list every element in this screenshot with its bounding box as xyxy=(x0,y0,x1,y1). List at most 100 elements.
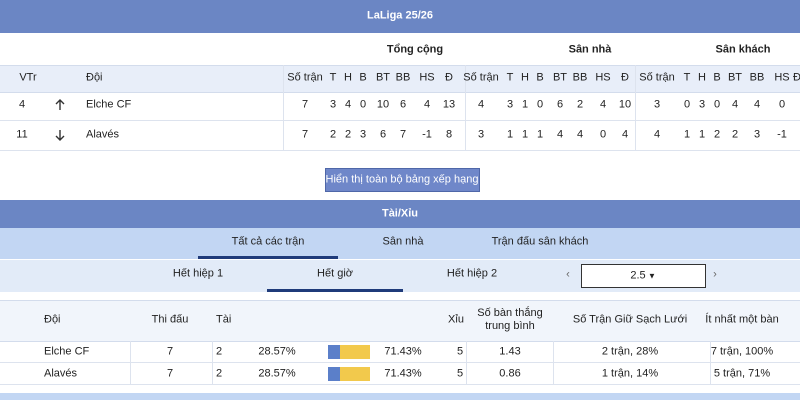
col-divider xyxy=(212,341,213,385)
stat-cell: 2 xyxy=(576,98,584,111)
under-pct: 71.43% xyxy=(384,367,422,380)
group-header: Tổng cộng xyxy=(386,43,444,56)
under-bar xyxy=(339,345,370,359)
trend-arrow xyxy=(55,99,65,110)
over-pct: 28.57% xyxy=(258,367,296,380)
col-header: Số trận xyxy=(639,71,675,84)
col-header: B xyxy=(359,71,367,84)
rank: 4 xyxy=(18,98,26,111)
stat-cell: 4 xyxy=(599,98,607,111)
under-bar xyxy=(339,367,370,381)
tab[interactable]: Tất cả các trận xyxy=(231,235,305,248)
period-tab[interactable]: Hết hiệp 2 xyxy=(446,267,498,280)
stat-cell: 6 xyxy=(379,128,387,141)
ou-header-bg xyxy=(0,300,800,342)
col-header: BT xyxy=(552,71,568,84)
stat-cell: -1 xyxy=(422,128,432,141)
col-divider xyxy=(466,341,467,385)
show-all-label[interactable]: Hiển thị toàn bộ bảng xếp hạng xyxy=(325,173,479,186)
prev-arrow[interactable]: ‹ xyxy=(566,268,570,281)
stat-cell: 8 xyxy=(445,128,453,141)
col-header: Tài xyxy=(216,313,232,326)
over-bar xyxy=(328,367,340,381)
stat-cell: 4 xyxy=(731,98,739,111)
stat-cell: 7 xyxy=(301,128,309,141)
stat-cell: 0 xyxy=(599,128,607,141)
stat-cell: 3 xyxy=(698,98,706,111)
col-header: HS xyxy=(774,71,790,84)
group-header: Sân nhà xyxy=(568,43,612,56)
section-bar xyxy=(0,200,800,228)
stat-cell: 2 xyxy=(329,128,337,141)
col-header: Số trận xyxy=(287,71,323,84)
dropdown-caret[interactable]: ▼ xyxy=(648,271,656,281)
played: 7 xyxy=(166,345,174,358)
period-underline xyxy=(267,289,403,292)
line-value[interactable]: 2.5 xyxy=(630,269,646,282)
col-header: T xyxy=(683,71,691,84)
stat-cell: 4 xyxy=(344,98,352,111)
stat-cell: 3 xyxy=(477,128,485,141)
stat-cell: -1 xyxy=(777,128,787,141)
avg-goals: 1.43 xyxy=(499,345,521,358)
stat-cell: 2 xyxy=(731,128,739,141)
section-title: Tài/Xỉu xyxy=(381,207,419,220)
played: 7 xyxy=(166,367,174,380)
stat-cell: 3 xyxy=(359,128,367,141)
col-header: HS xyxy=(595,71,611,84)
stat-cell: 2 xyxy=(713,128,721,141)
team-name: Alavés xyxy=(44,367,78,380)
col-header: T xyxy=(506,71,514,84)
stat-cell: 3 xyxy=(753,128,761,141)
over-bar xyxy=(328,345,340,359)
team-name: Alavés xyxy=(86,128,120,141)
over-count: 2 xyxy=(216,367,223,380)
tab[interactable]: Trận đấu sân khách xyxy=(491,235,589,248)
stat-cell: 1 xyxy=(521,98,529,111)
stat-cell: 13 xyxy=(442,98,456,111)
col-header: T xyxy=(329,71,337,84)
league-title: LaLiga 25/26 xyxy=(366,9,434,22)
stat-cell: 4 xyxy=(653,128,661,141)
col-header: Số Trận Giữ Sạch Lưới xyxy=(572,313,688,326)
over-pct: 28.57% xyxy=(258,345,296,358)
show-all-button[interactable] xyxy=(325,168,480,192)
stat-cell: 7 xyxy=(301,98,309,111)
col-header: BT xyxy=(727,71,743,84)
under-count: 5 xyxy=(456,367,464,380)
tab[interactable]: Sân nhà xyxy=(382,235,424,248)
next-arrow[interactable]: › xyxy=(713,268,717,281)
stat-cell: 4 xyxy=(556,128,564,141)
stat-cell: 4 xyxy=(477,98,485,111)
period-tab[interactable]: Hết hiệp 1 xyxy=(172,267,224,280)
col-header: BB xyxy=(395,71,411,84)
trend-arrow xyxy=(55,130,65,141)
col-header: BT xyxy=(375,71,391,84)
stat-cell: 4 xyxy=(576,128,584,141)
col-header: VTr xyxy=(19,71,37,84)
stat-cell: 4 xyxy=(423,98,431,111)
line-dropdown[interactable] xyxy=(581,264,706,288)
col-divider xyxy=(710,341,711,385)
stat-cell: 3 xyxy=(506,98,514,111)
stat-cell: 0 xyxy=(359,98,367,111)
col-header: H xyxy=(698,71,706,84)
period-tab[interactable]: Hết giờ xyxy=(317,267,353,280)
under-pct: 71.43% xyxy=(384,345,422,358)
row-divider xyxy=(0,384,800,385)
row-divider xyxy=(0,150,800,151)
scored: 7 trận, 100% xyxy=(710,345,774,358)
stat-cell: 1 xyxy=(698,128,706,141)
stat-cell: 1 xyxy=(506,128,514,141)
stat-cell: 2 xyxy=(344,128,352,141)
stat-cell: 1 xyxy=(536,128,544,141)
stat-cell: 6 xyxy=(556,98,564,111)
team-name: Elche CF xyxy=(86,98,132,111)
col-header: H xyxy=(521,71,529,84)
header-bar xyxy=(0,0,800,33)
column-header-bg xyxy=(0,65,800,93)
tab-underline xyxy=(198,256,338,259)
col-divider xyxy=(130,341,131,385)
clean-sheets: 2 trận, 28% xyxy=(601,345,659,358)
